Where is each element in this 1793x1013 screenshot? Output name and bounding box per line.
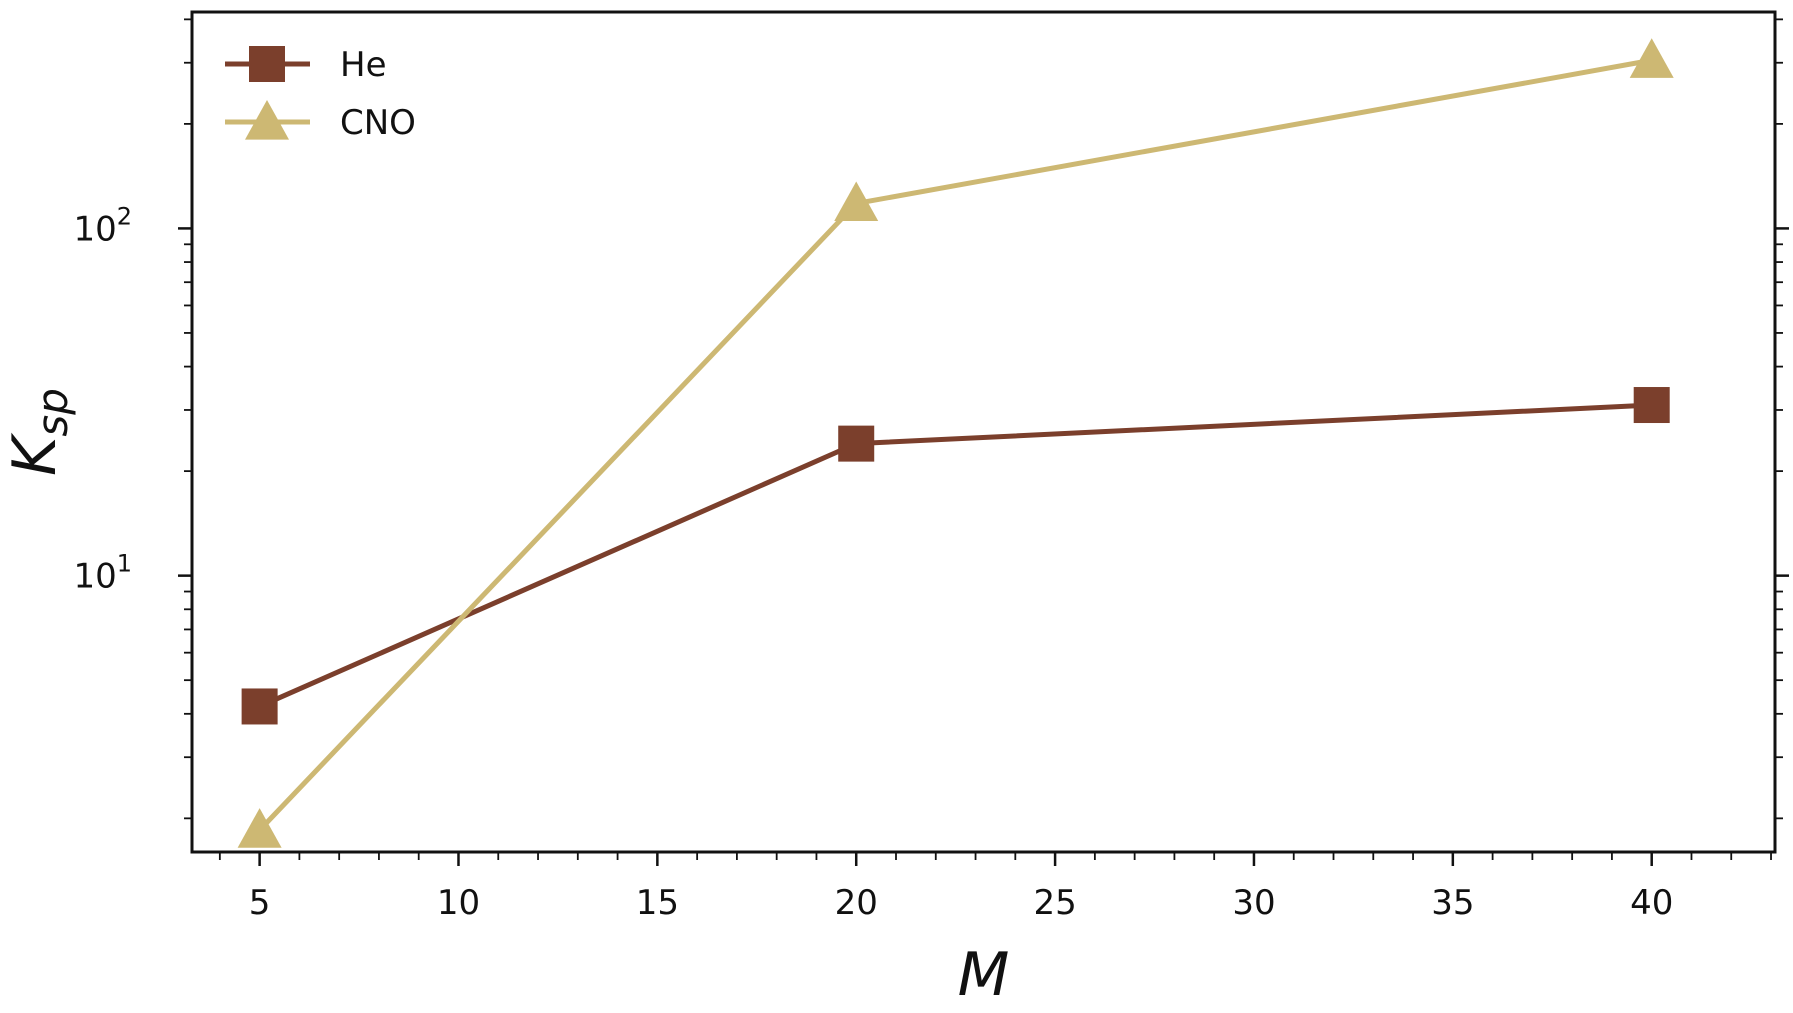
y-tick-exponent: 1 — [117, 550, 132, 578]
series-line-cno — [257, 57, 1653, 832]
y-tick-exponent: 2 — [117, 202, 132, 230]
x-tick-label: 10 — [437, 883, 480, 923]
svg-text:Ksp: Ksp — [0, 388, 77, 476]
data-point-he — [838, 425, 875, 462]
data-point-cno — [834, 181, 879, 222]
series-cno — [237, 38, 1674, 848]
data-point-cno — [237, 808, 282, 848]
x-tick-label: 35 — [1431, 883, 1474, 923]
x-tick-label: 15 — [636, 883, 679, 923]
y-axis-title-subscript: sp — [28, 388, 77, 437]
legend-marker — [249, 46, 285, 82]
legend-label: CNO — [340, 103, 416, 143]
y-tick-label: 102 — [73, 202, 132, 249]
data-point-he — [241, 688, 278, 725]
y-axis-title: Ksp — [0, 388, 77, 476]
x-tick-label: 40 — [1630, 883, 1673, 923]
legend-marker — [245, 100, 289, 140]
series-he — [241, 387, 1670, 725]
x-tick-label: 30 — [1232, 883, 1275, 923]
legend-entry-cno: CNO — [225, 100, 416, 143]
legend-label: He — [340, 45, 386, 85]
y-tick-label: 101 — [73, 550, 132, 597]
x-tick-label: 5 — [249, 883, 271, 923]
series-line-he — [258, 402, 1652, 709]
y-tick-base: 10 — [73, 557, 116, 597]
x-tick-label: 25 — [1033, 883, 1076, 923]
x-tick-labels: 5 10 15 20 25 30 35 40 — [249, 883, 1674, 923]
data-point-he — [1633, 387, 1670, 424]
legend: He CNO — [225, 45, 416, 143]
y-axis-title-main: K — [0, 432, 70, 476]
plot-frame — [190, 10, 1777, 854]
data-point-cno — [1629, 38, 1674, 78]
x-axis-title: M — [958, 940, 1010, 1010]
legend-entry-he: He — [225, 45, 386, 85]
y-tick-base: 10 — [73, 209, 116, 249]
x-tick-label: 20 — [835, 883, 878, 923]
series-layer — [237, 38, 1674, 848]
